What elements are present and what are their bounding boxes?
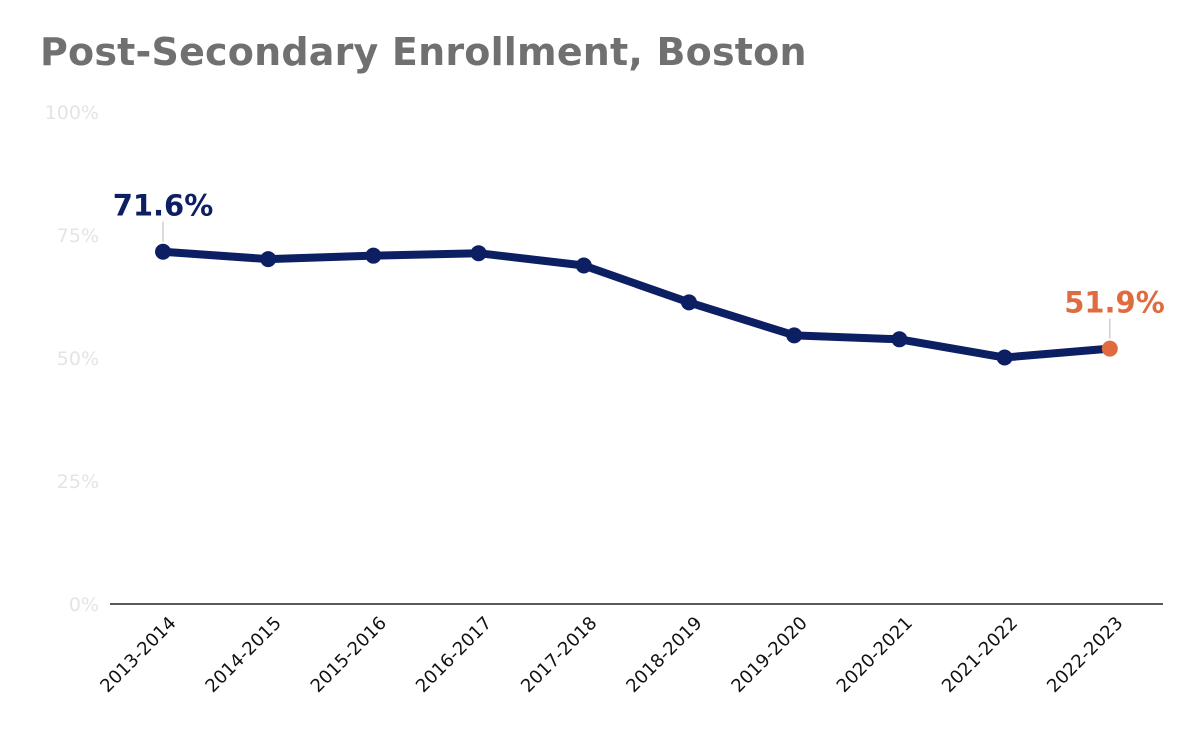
- x-tick-label: 2013-2014: [96, 613, 180, 697]
- y-tick-label: 0%: [69, 594, 99, 616]
- data-point: [470, 245, 487, 262]
- series-line: [159, 247, 1114, 362]
- data-point: [786, 327, 803, 344]
- data-point: [681, 294, 697, 311]
- y-tick-label: 75%: [57, 225, 99, 247]
- data-point: [891, 331, 908, 348]
- y-tick-label: 25%: [57, 471, 99, 493]
- chart-title: Post-Secondary Enrollment, Boston: [40, 30, 807, 74]
- x-tick-label: 2022-2023: [1043, 613, 1127, 697]
- data-point: [260, 251, 277, 268]
- x-tick-label: 2014-2015: [202, 613, 286, 697]
- data-labels: 71.6% 51.9%: [113, 189, 1165, 320]
- data-point: [996, 349, 1013, 366]
- x-tick-label: 2019-2020: [728, 613, 812, 697]
- data-points: [155, 243, 1118, 366]
- x-tick-label: 2017-2018: [517, 613, 601, 697]
- data-point: [1101, 340, 1118, 357]
- x-tick-label: 2015-2016: [307, 613, 391, 697]
- x-tick-label: 2020-2021: [833, 613, 917, 697]
- label-connectors: [162, 221, 1111, 339]
- x-tick-label: 2021-2022: [938, 613, 1022, 697]
- data-label: 71.6%: [113, 189, 214, 223]
- y-tick-label: 50%: [57, 348, 99, 370]
- x-tick-label: 2018-2019: [622, 613, 706, 697]
- data-point: [155, 243, 171, 260]
- data-point: [365, 247, 382, 264]
- x-tick-label: 2016-2017: [412, 613, 496, 697]
- data-label: 51.9%: [1064, 286, 1165, 320]
- data-point: [575, 257, 592, 274]
- y-tick-label: 100%: [45, 102, 99, 124]
- x-axis-ticks: 2013-2014 2014-2015 2015-2016 2016-2017 2017…: [96, 613, 1127, 697]
- y-axis-ticks: 0% 25% 50% 75% 100%: [45, 102, 99, 616]
